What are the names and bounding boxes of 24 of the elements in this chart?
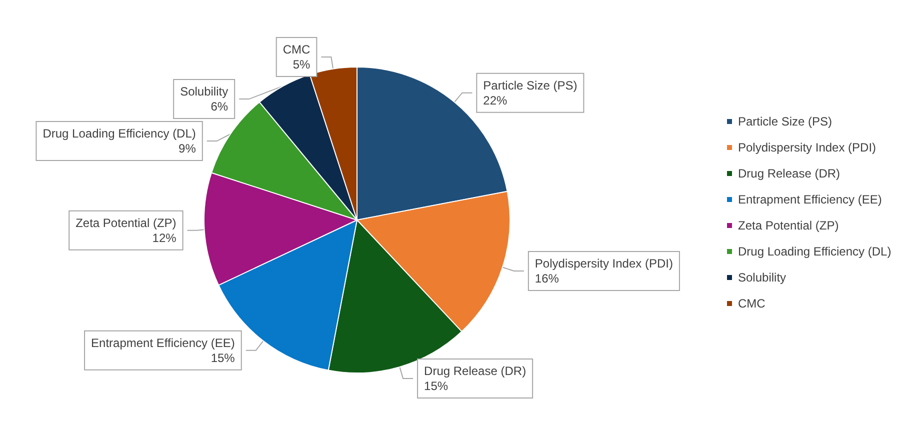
legend-label: CMC xyxy=(738,296,766,310)
data-label: 9% xyxy=(178,142,196,156)
data-label: 15% xyxy=(424,378,448,393)
data-label: 22% xyxy=(483,93,508,108)
data-label: 15% xyxy=(210,350,236,365)
slice-label: Solubility xyxy=(180,84,228,99)
data-label: 16% xyxy=(534,271,560,286)
slice-label: Drug Release (DR) xyxy=(424,364,526,378)
data-label: 12% xyxy=(152,230,177,245)
data-label: 6% xyxy=(210,100,228,114)
data-label: 5% xyxy=(292,58,311,72)
legend-label: Polydispersity Index (PDI) xyxy=(738,140,876,154)
legend-label: Entrapment Efficiency (EE) xyxy=(738,192,882,206)
slice-label: Entrapment Efficiency (EE) xyxy=(91,336,235,350)
legend-label: Drug Release (DR) xyxy=(738,166,840,180)
slice-label: Drug Loading Efficiency (DL) xyxy=(42,126,196,141)
legend-label: Solubility xyxy=(738,270,786,284)
slice-label: Particle Size (PS) xyxy=(483,78,578,92)
slice-label: Polydispersity Index (PDI) xyxy=(534,256,673,270)
slice-label: CMC xyxy=(282,42,311,57)
legend-label: Particle Size (PS) xyxy=(738,114,832,128)
legend-label: Zeta Potential (ZP) xyxy=(738,218,839,232)
legend-label: Drug Loading Efficiency (DL) xyxy=(738,244,892,258)
slice-label: Zeta Potential (ZP) xyxy=(76,216,176,230)
